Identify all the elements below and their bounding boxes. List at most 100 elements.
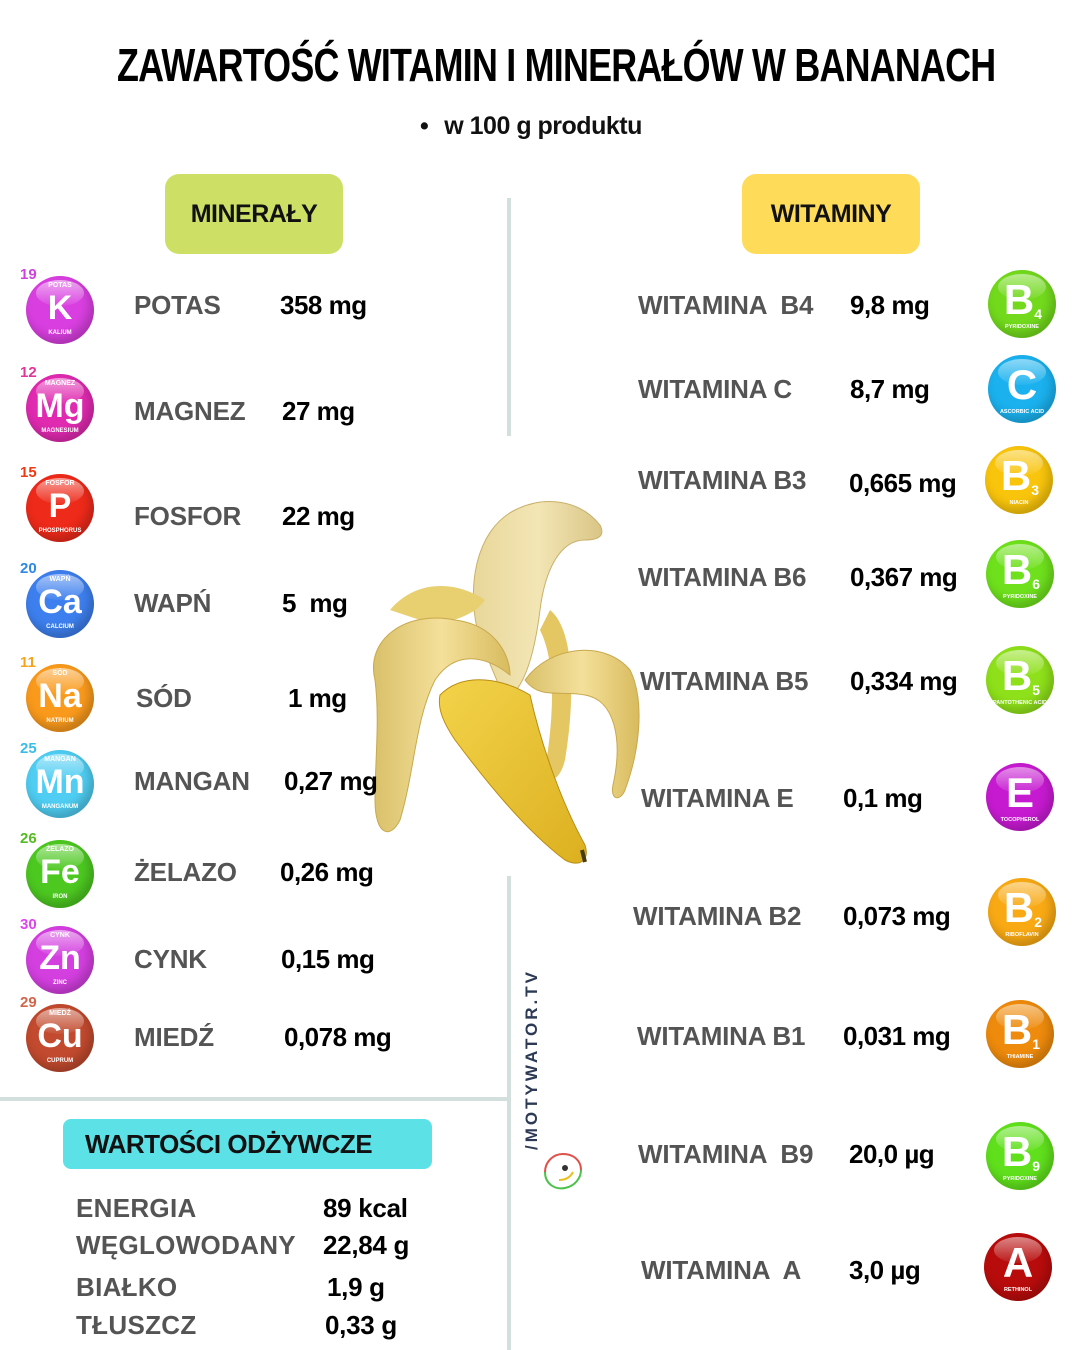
vitamin-chem-name: ASCORBIC ACID (999, 409, 1045, 415)
vitamin-label: WITAMINA B1 (637, 1021, 806, 1051)
atomic-number: 30 (20, 916, 37, 933)
vitamins-heading: WITAMINY (742, 174, 920, 254)
mineral-value: 1 mg (288, 683, 347, 713)
element-polish-name: POTAS (48, 282, 72, 289)
banana-image (373, 501, 640, 864)
vitamin-chem-name: PANTOTHENIC ACID (993, 700, 1047, 706)
sodium-element-icon: 11 SÓD Na NATRIUM (20, 654, 94, 732)
vitamin-subscript: 5 (1032, 682, 1040, 698)
mineral-label: MANGAN (134, 766, 250, 796)
manganese-element-icon: 25 MANGAN Mn MANGANUM (20, 740, 94, 818)
element-latin-name: CALCIUM (46, 624, 74, 630)
element-polish-name: MIEDŹ (49, 1010, 71, 1017)
vitamin-label: WITAMINA A (641, 1255, 802, 1285)
element-polish-name: MANGAN (44, 756, 76, 763)
element-latin-name: ZINC (53, 980, 67, 986)
brand-logo-icon (544, 1152, 582, 1190)
vitamin-value: 9,8 mg (850, 290, 930, 320)
mineral-value: 0,27 mg (284, 766, 378, 796)
mineral-value: 0,26 mg (280, 857, 374, 887)
vitamin-value: 0,334 mg (850, 666, 958, 696)
zinc-element-icon: 30 CYNK Zn ZINC (20, 916, 94, 994)
vitamin-value: 8,7 mg (850, 374, 930, 404)
element-symbol: Zn (39, 939, 81, 977)
element-latin-name: IRON (52, 894, 68, 900)
vitamin-b4-icon: B 4 PYRIDOXINE (988, 270, 1056, 338)
vitamin-label: WITAMINA B3 (638, 465, 807, 495)
vitamin-b5-icon: B 5 PANTOTHENIC ACID (986, 646, 1054, 714)
mineral-value: 22 mg (282, 501, 355, 531)
nutrition-label: WĘGLOWODANY (76, 1230, 296, 1260)
vitamin-label: WITAMINA C (638, 374, 792, 404)
element-symbol: P (48, 487, 72, 525)
nutrition-value: 22,84 g (323, 1230, 410, 1260)
element-symbol: Mn (35, 763, 85, 801)
element-latin-name: KALIUM (48, 330, 72, 336)
vitamin-b3-icon: B 3 NIACIN (985, 446, 1053, 514)
vitamin-c-icon: C ASCORBIC ACID (988, 355, 1056, 423)
vitamin-value: 20,0 µg (849, 1139, 935, 1169)
vitamin-label: WITAMINA E (641, 783, 794, 813)
atomic-number: 11 (20, 654, 36, 671)
vitamin-letter: B (1000, 452, 1032, 499)
vitamin-chem-name: PYRIDOXINE (1003, 1176, 1037, 1182)
mineral-label: SÓD (136, 683, 192, 713)
vitamin-label: WITAMINA B2 (633, 901, 802, 931)
magnesium-element-icon: 12 MAGNEZ Mg MAGNESIUM (20, 364, 94, 442)
atomic-number: 26 (20, 830, 37, 847)
atomic-number: 20 (20, 560, 37, 577)
vitamin-label: WITAMINA B6 (638, 562, 807, 592)
vitamin-letter: B (1001, 546, 1033, 593)
element-polish-name: SÓD (52, 670, 68, 677)
vitamin-chem-name: PYRIDOXINE (1003, 594, 1037, 600)
subtitle-text: w 100 g produktu (444, 112, 642, 140)
vitamin-letter: C (1006, 361, 1038, 408)
vitamin-chem-name: PYRIDOXINE (1005, 324, 1039, 330)
element-symbol: Fe (40, 853, 80, 891)
brand-watermark: /MOTYWATOR.TV (522, 969, 541, 1150)
mineral-value: 0,078 mg (284, 1022, 392, 1052)
mineral-label: WAPŃ (134, 588, 212, 618)
element-symbol: Na (38, 677, 82, 715)
atomic-number: 25 (20, 740, 37, 757)
mineral-label: FOSFOR (134, 501, 242, 531)
vitamin-letter: B (1001, 1006, 1033, 1053)
nutrition-heading: WARTOŚCI ODŻYWCZE (63, 1119, 432, 1169)
vitamin-label: WITAMINA B4 (638, 290, 814, 320)
element-symbol: Ca (38, 583, 82, 621)
vitamin-a-icon: A RETHINOL (984, 1233, 1052, 1301)
vitamin-subscript: 9 (1032, 1158, 1040, 1174)
vitamin-value: 0,073 mg (843, 901, 951, 931)
calcium-element-icon: 20 WAPŃ Ca CALCIUM (20, 560, 94, 638)
mineral-value: 358 mg (280, 290, 367, 320)
vitamin-letter: E (1005, 769, 1034, 816)
nutrition-label: ENERGIA (76, 1193, 197, 1223)
element-polish-name: ŻELAZO (46, 846, 74, 853)
vitamin-subscript: 1 (1032, 1036, 1040, 1052)
vitamin-letter: A (1002, 1239, 1034, 1286)
vitamin-letter: B (1001, 1128, 1033, 1175)
vitamin-b2-icon: B 2 RIBOFLAVIN (988, 878, 1056, 946)
vitamin-value: 0,1 mg (843, 783, 923, 813)
horizontal-divider (0, 1097, 509, 1101)
element-latin-name: NATRIUM (46, 718, 74, 724)
page-title: ZAWARTOŚĆ WITAMIN I MINERAŁÓW W BANANACH (117, 39, 996, 91)
vitamin-chem-name: RIBOFLAVIN (1005, 932, 1039, 938)
element-latin-name: MANGANUM (41, 804, 79, 810)
vitamin-value: 0,031 mg (843, 1021, 951, 1051)
center-divider-top (507, 198, 511, 436)
mineral-value: 0,15 mg (281, 944, 375, 974)
vitamin-letter: B (1003, 276, 1035, 323)
potassium-element-icon: 19 POTAS K KALIUM (20, 266, 94, 344)
atomic-number: 19 (20, 266, 37, 283)
vitamin-subscript: 4 (1034, 306, 1042, 322)
vitamin-label: WITAMINA B9 (638, 1139, 814, 1169)
element-polish-name: CYNK (50, 932, 70, 939)
vitamin-letter: B (1003, 884, 1035, 931)
vitamin-chem-name: TOCOPHEROL (1000, 817, 1040, 823)
mineral-value: 5 mg (282, 588, 348, 618)
mineral-label: POTAS (134, 290, 221, 320)
atomic-number: 29 (20, 994, 37, 1011)
vitamin-subscript: 2 (1034, 914, 1042, 930)
atomic-number: 15 (20, 464, 37, 481)
